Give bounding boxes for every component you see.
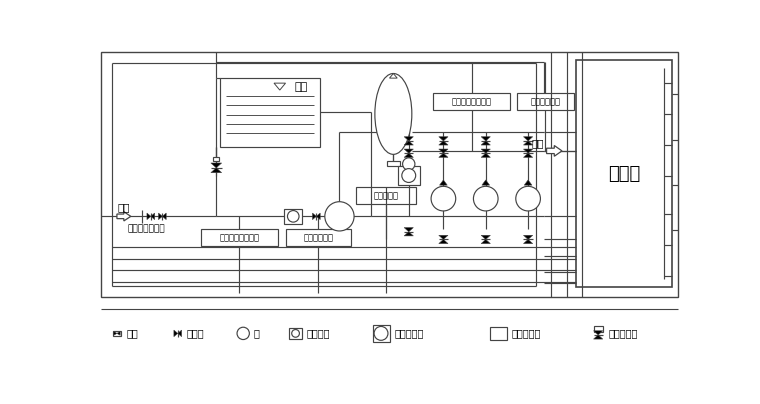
Polygon shape bbox=[524, 149, 533, 153]
Bar bbox=[356, 187, 416, 204]
Bar bbox=[290, 328, 302, 339]
Polygon shape bbox=[439, 153, 448, 157]
Polygon shape bbox=[481, 235, 490, 240]
Polygon shape bbox=[174, 330, 178, 337]
Circle shape bbox=[287, 210, 299, 222]
Polygon shape bbox=[404, 227, 413, 232]
Polygon shape bbox=[524, 235, 533, 240]
Polygon shape bbox=[439, 141, 448, 145]
Polygon shape bbox=[404, 232, 413, 236]
Bar bbox=[372, 325, 390, 342]
Text: 进水: 进水 bbox=[118, 202, 130, 212]
Text: 压力传感器: 压力传感器 bbox=[374, 191, 399, 200]
Bar bbox=[286, 229, 351, 246]
Polygon shape bbox=[439, 149, 448, 153]
Circle shape bbox=[516, 186, 540, 211]
Ellipse shape bbox=[374, 326, 388, 340]
Circle shape bbox=[473, 186, 498, 211]
Polygon shape bbox=[594, 331, 603, 335]
Bar bbox=[284, 208, 302, 224]
Polygon shape bbox=[114, 331, 117, 335]
Polygon shape bbox=[159, 213, 163, 220]
Polygon shape bbox=[481, 141, 490, 145]
Circle shape bbox=[431, 186, 456, 211]
Polygon shape bbox=[439, 137, 448, 141]
Polygon shape bbox=[147, 213, 150, 220]
Polygon shape bbox=[594, 335, 603, 339]
Polygon shape bbox=[404, 137, 413, 141]
Polygon shape bbox=[404, 149, 413, 153]
Polygon shape bbox=[274, 83, 286, 90]
Text: 控制柜: 控制柜 bbox=[608, 164, 640, 183]
Polygon shape bbox=[312, 213, 316, 220]
Polygon shape bbox=[404, 141, 413, 145]
Ellipse shape bbox=[375, 74, 412, 154]
Polygon shape bbox=[524, 240, 533, 244]
Text: 出水: 出水 bbox=[531, 138, 543, 148]
Polygon shape bbox=[439, 240, 448, 244]
Bar bbox=[220, 78, 320, 147]
Text: 电接点负压表: 电接点负压表 bbox=[303, 234, 334, 242]
Polygon shape bbox=[439, 235, 448, 240]
Polygon shape bbox=[211, 163, 222, 168]
Polygon shape bbox=[546, 145, 562, 156]
Bar bbox=[489, 327, 506, 339]
Polygon shape bbox=[481, 240, 490, 244]
Polygon shape bbox=[524, 180, 532, 185]
Text: 水笱: 水笱 bbox=[294, 82, 308, 92]
Bar bbox=[113, 331, 121, 336]
Text: 泵: 泵 bbox=[254, 328, 260, 339]
Bar bbox=[433, 93, 511, 110]
Text: 阀门: 阀门 bbox=[126, 328, 138, 339]
Bar bbox=[201, 229, 278, 246]
Text: 电动控制阀: 电动控制阀 bbox=[608, 328, 638, 339]
Polygon shape bbox=[316, 213, 320, 220]
Polygon shape bbox=[404, 153, 413, 157]
Polygon shape bbox=[524, 137, 533, 141]
Polygon shape bbox=[150, 213, 154, 220]
Circle shape bbox=[292, 330, 299, 337]
Text: 增压装置: 增压装置 bbox=[306, 328, 330, 339]
Polygon shape bbox=[524, 153, 533, 157]
Polygon shape bbox=[163, 213, 166, 220]
Text: 电接点压力表: 电接点压力表 bbox=[530, 97, 560, 106]
Polygon shape bbox=[481, 153, 490, 157]
Polygon shape bbox=[439, 180, 447, 185]
Text: 进水口压力传感器: 进水口压力传感器 bbox=[220, 234, 259, 242]
Polygon shape bbox=[178, 330, 182, 337]
Polygon shape bbox=[481, 149, 490, 153]
Polygon shape bbox=[524, 141, 533, 145]
Polygon shape bbox=[117, 212, 131, 221]
Bar bbox=[214, 157, 219, 161]
Text: 出水口压力传感器: 出水口压力传感器 bbox=[452, 97, 492, 106]
Text: 止回阀: 止回阀 bbox=[186, 328, 204, 339]
Circle shape bbox=[403, 158, 415, 170]
Text: 稳流补偿器: 稳流补偿器 bbox=[394, 328, 423, 339]
Circle shape bbox=[402, 168, 416, 183]
Polygon shape bbox=[482, 180, 489, 185]
Text: 稳压调节器: 稳压调节器 bbox=[511, 328, 540, 339]
Bar bbox=[398, 166, 420, 185]
Polygon shape bbox=[211, 168, 222, 173]
Bar bbox=[576, 60, 672, 287]
Bar bbox=[387, 160, 400, 166]
Bar bbox=[594, 326, 603, 332]
Polygon shape bbox=[117, 331, 120, 335]
Circle shape bbox=[237, 327, 249, 339]
Bar bbox=[517, 93, 575, 110]
Bar bbox=[101, 53, 678, 297]
Polygon shape bbox=[389, 74, 397, 78]
Polygon shape bbox=[481, 137, 490, 141]
Circle shape bbox=[325, 202, 354, 231]
Text: 城镇自来水管网: 城镇自来水管网 bbox=[128, 224, 166, 233]
